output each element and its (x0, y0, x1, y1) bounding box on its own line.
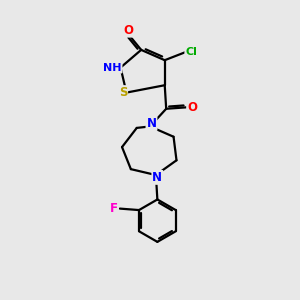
Text: O: O (123, 24, 133, 37)
Text: Cl: Cl (185, 47, 197, 57)
Text: O: O (187, 101, 197, 114)
Text: F: F (110, 202, 118, 215)
Text: N: N (146, 117, 157, 130)
Text: S: S (119, 86, 127, 99)
Text: N: N (152, 171, 162, 184)
Text: NH: NH (103, 63, 122, 73)
